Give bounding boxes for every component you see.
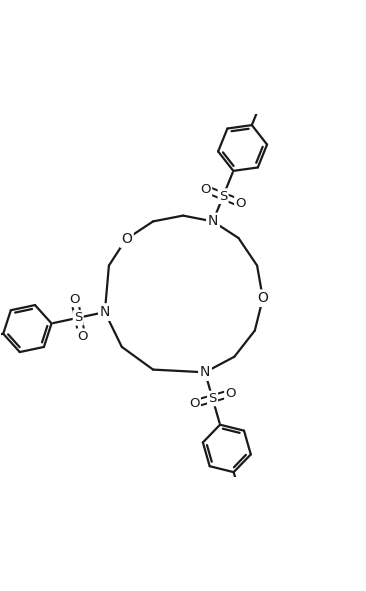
Text: S: S [208, 392, 217, 405]
Text: N: N [200, 365, 210, 379]
Text: N: N [100, 305, 110, 319]
Text: O: O [235, 197, 246, 210]
Text: S: S [219, 190, 227, 203]
Text: O: O [121, 232, 132, 246]
Text: O: O [225, 387, 236, 400]
Text: S: S [74, 311, 82, 324]
Text: N: N [208, 215, 218, 228]
Text: O: O [189, 397, 199, 410]
Text: O: O [121, 232, 132, 246]
Text: O: O [257, 291, 268, 306]
Text: O: O [69, 293, 79, 306]
Text: O: O [257, 291, 268, 306]
Text: N: N [200, 365, 210, 379]
Text: O: O [77, 330, 87, 343]
Text: N: N [100, 305, 110, 319]
Text: O: O [200, 183, 211, 196]
Text: N: N [208, 215, 218, 228]
